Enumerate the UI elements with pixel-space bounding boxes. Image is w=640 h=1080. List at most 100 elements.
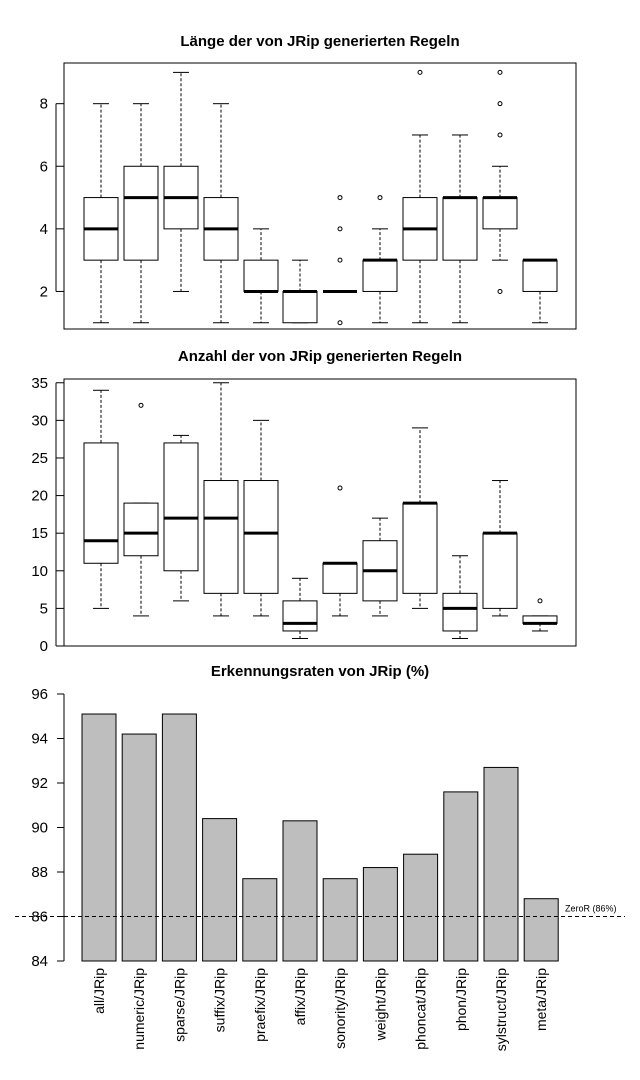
recognition-tick-label: 84 <box>31 953 48 970</box>
outlier-point <box>337 257 343 263</box>
rule-count-tick-label: 0 <box>40 638 48 655</box>
recognition-tick-label: 94 <box>31 731 48 748</box>
rule-length-box-sparse-jrip <box>163 71 199 292</box>
outlier-point <box>138 402 144 408</box>
rule-count-box-sparse-jrip <box>163 434 199 602</box>
rule-count-box-affix-jrip <box>282 577 318 639</box>
rule-length-tick-label: 6 <box>40 158 48 175</box>
outlier-point <box>497 101 503 107</box>
rule-count-tick-label: 35 <box>31 375 48 392</box>
bar-recognition-title: Erkennungsraten von JRip (%) <box>211 663 429 680</box>
box-iqr <box>282 600 318 632</box>
category-label: suffix/JRip <box>212 968 228 1033</box>
category-label: meta/JRip <box>533 968 549 1031</box>
category-label: sparse/JRip <box>171 968 187 1042</box>
bar-suffix-jrip <box>202 818 238 962</box>
outlier-point <box>537 598 543 604</box>
zeror-label: ZeroR (86%) <box>565 904 617 914</box>
rule-count-box-phoncat-jrip <box>402 427 438 609</box>
box-iqr <box>282 290 318 324</box>
boxplot-rule-count-y-axis: 0 5 10 15 20 25 30 35 <box>31 375 64 655</box>
box-iqr <box>482 197 518 230</box>
rule-length-tick-label: 8 <box>40 96 48 113</box>
category-label: sylstruct/JRip <box>493 968 509 1051</box>
box-iqr <box>362 259 398 292</box>
rule-length-box-phoncat-jrip <box>402 69 438 324</box>
rule-count-tick-label: 15 <box>31 525 48 542</box>
rule-count-box-numeric-jrip <box>123 402 159 617</box>
rule-length-box-praefix-jrip <box>243 228 279 324</box>
category-label: numeric/JRip <box>131 968 147 1050</box>
box-iqr <box>243 480 279 594</box>
rule-count-box-suffix-jrip <box>203 382 239 617</box>
rule-length-box-numeric-jrip <box>123 103 159 324</box>
boxplot-rule-length-y-axis: 2 4 6 8 <box>40 96 64 300</box>
rule-length-box-meta-jrip <box>522 258 558 324</box>
boxplot-rule-count-title: Anzahl der von JRip generierten Regeln <box>178 348 462 365</box>
rule-length-box-weight-jrip <box>362 195 398 324</box>
box-iqr <box>163 442 199 572</box>
category-label: weight/JRip <box>372 968 388 1042</box>
outlier-point <box>497 288 503 294</box>
rule-length-box-phon-jrip <box>442 134 478 324</box>
rule-count-tick-label: 5 <box>40 600 48 617</box>
recognition-tick-label: 96 <box>31 686 48 703</box>
boxplot-rule-length-frame <box>63 62 577 330</box>
outlier-point <box>417 69 423 75</box>
box-iqr <box>402 502 438 594</box>
recognition-tick-label: 92 <box>31 775 48 792</box>
bar-all-jrip <box>81 713 117 962</box>
bar-sonority-jrip <box>322 878 358 962</box>
bar-recognition-category-labels: all/JRip numeric/JRip sparse/JRip suffix/JR… <box>91 968 549 1051</box>
category-label: sonority/JRip <box>332 968 348 1049</box>
bar-sparse-jrip <box>161 713 197 962</box>
rule-length-box-sonority-jrip <box>323 195 357 326</box>
box-iqr <box>243 259 279 292</box>
recognition-tick-label: 88 <box>31 864 48 881</box>
boxplot-rule-length-title: Länge der von JRip generierten Regeln <box>180 33 459 50</box>
rule-count-tick-label: 30 <box>31 412 48 429</box>
outlier-point <box>337 226 343 232</box>
boxplot-rule-length-boxes <box>83 69 558 326</box>
box-iqr <box>442 197 478 261</box>
box-iqr <box>123 502 159 557</box>
category-label: all/JRip <box>91 968 107 1014</box>
rule-length-box-affix-jrip <box>282 259 318 324</box>
bar-weight-jrip <box>362 867 398 962</box>
boxplot-rule-count-boxes <box>83 382 558 639</box>
bar-phoncat-jrip <box>403 853 439 962</box>
outlier-point <box>337 320 343 326</box>
rule-length-tick-label: 2 <box>40 283 48 300</box>
bar-phon-jrip <box>443 791 479 962</box>
rule-length-box-all-jrip <box>83 103 119 324</box>
rule-count-box-phon-jrip <box>442 555 478 639</box>
rule-count-tick-label: 20 <box>31 488 48 505</box>
bar-recognition-bars <box>81 713 559 962</box>
category-label: phon/JRip <box>453 968 469 1031</box>
boxplot-rule-count-frame <box>63 378 577 647</box>
outlier-point <box>497 132 503 138</box>
box-iqr <box>522 259 558 292</box>
box-iqr <box>482 532 518 609</box>
box-iqr <box>83 442 119 564</box>
zeror-reference: ZeroR (86%) <box>15 904 625 917</box>
outlier-point <box>337 485 343 491</box>
bar-praefix-jrip <box>242 878 278 962</box>
rule-count-tick-label: 25 <box>31 450 48 467</box>
category-label: affix/JRip <box>292 968 308 1026</box>
box-iqr <box>123 165 159 261</box>
outlier-point <box>377 195 383 201</box>
category-label: praefix/JRip <box>252 968 268 1042</box>
bar-meta-jrip <box>523 898 559 962</box>
rule-count-box-all-jrip <box>83 389 119 609</box>
box-iqr <box>442 592 478 632</box>
rule-count-box-praefix-jrip <box>243 419 279 617</box>
outlier-point <box>497 69 503 75</box>
outlier-point <box>337 195 343 201</box>
box-iqr <box>322 562 358 594</box>
rule-count-box-weight-jrip <box>362 517 398 617</box>
box-iqr <box>203 480 239 594</box>
rule-count-box-sylstruct-jrip <box>482 480 518 617</box>
